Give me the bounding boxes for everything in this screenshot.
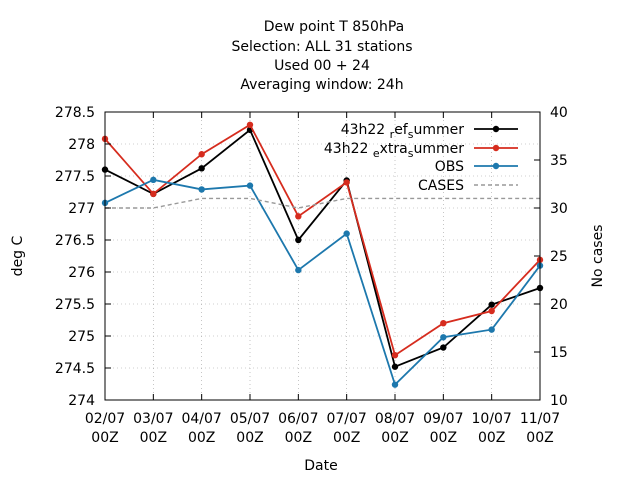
title-line-4: Averaging window: 24h xyxy=(240,77,403,93)
y2-tick-label: 25 xyxy=(550,249,568,265)
x-tick-label-date: 09/07 xyxy=(423,411,463,427)
legend-label-2: 43h22 extrasummer xyxy=(324,141,464,160)
chart-title: Dew point T 850hPa Selection: ALL 31 sta… xyxy=(231,19,412,93)
series-3-point xyxy=(440,334,447,341)
x-tick-label-date: 10/07 xyxy=(471,411,511,427)
legend-label-4: CASES xyxy=(418,178,464,194)
plot-frame xyxy=(104,111,541,401)
x-tick-label-time: 00Z xyxy=(478,430,505,446)
series-1-point xyxy=(440,344,447,351)
x-tick-label-date: 03/07 xyxy=(133,411,173,427)
y-tick-label: 277.5 xyxy=(55,169,95,185)
y2-axis-label: No cases xyxy=(590,225,606,288)
y2-tick-label: 40 xyxy=(550,105,568,121)
series-1-point xyxy=(391,363,399,370)
grid xyxy=(105,112,540,400)
y2-tick-label: 20 xyxy=(550,297,568,313)
x-tick-label-time: 00Z xyxy=(236,430,263,446)
y-tick-label: 275.5 xyxy=(55,297,95,313)
title-line-2: Selection: ALL 31 stations xyxy=(231,39,412,55)
series-1-point xyxy=(488,301,495,308)
x-tick-label-time: 00Z xyxy=(526,430,553,446)
x-tick-label-date: 02/07 xyxy=(85,411,125,427)
series-3-point xyxy=(198,186,205,193)
x-axis-label: Date xyxy=(304,458,337,474)
series-3-point xyxy=(488,326,495,333)
series-2-point xyxy=(488,307,495,315)
x-tick-label-time: 00Z xyxy=(333,430,360,446)
legend-marker-2 xyxy=(492,144,500,152)
y2-tick-label: 30 xyxy=(550,201,568,217)
x-tick-label-date: 04/07 xyxy=(181,411,221,427)
series-2-point xyxy=(295,213,302,220)
series-1-point xyxy=(295,236,302,244)
y-tick-label: 278 xyxy=(68,137,95,153)
x-tick-label-time: 00Z xyxy=(188,430,215,446)
y-tick-label: 276.5 xyxy=(55,233,95,249)
y-tick-label: 275 xyxy=(68,329,95,345)
x-tick-label-date: 07/07 xyxy=(326,411,366,427)
y2-tick-label: 15 xyxy=(550,345,568,361)
y-axis-label: deg C xyxy=(10,235,26,276)
y-tick-label: 277 xyxy=(68,201,95,217)
series-line-2 xyxy=(104,123,541,357)
series-3-point xyxy=(343,230,350,237)
series-line-3 xyxy=(104,178,541,387)
series-3-point xyxy=(246,182,254,189)
y-tick-label: 274.5 xyxy=(55,361,95,377)
x-tick-label-time: 00Z xyxy=(91,430,118,446)
title-line-3: Used 00 + 24 xyxy=(274,58,370,74)
y2-tick-label: 10 xyxy=(550,393,568,409)
series-2-point xyxy=(440,320,447,327)
x-tick-label-date: 08/07 xyxy=(375,411,415,427)
series-2-point xyxy=(150,190,157,198)
series-3-point xyxy=(295,266,302,274)
series-3-point xyxy=(391,381,399,388)
legend-label-3: OBS xyxy=(435,159,464,175)
series-line-4 xyxy=(105,197,540,209)
series-2-point xyxy=(246,121,254,128)
legend-marker-1 xyxy=(492,125,500,133)
series-lines xyxy=(101,121,544,388)
x-tick-label-time: 00Z xyxy=(381,430,408,446)
x-tick-label-date: 06/07 xyxy=(278,411,318,427)
y-tick-label: 276 xyxy=(68,265,95,281)
x-tick-label-time: 00Z xyxy=(140,430,167,446)
x-tick-label-time: 00Z xyxy=(285,430,312,446)
x-tick-label-date: 11/07 xyxy=(520,411,560,427)
series-3-point xyxy=(150,176,157,184)
series-1-point xyxy=(198,165,205,172)
series-2-point xyxy=(343,179,350,186)
y-tick-label: 278.5 xyxy=(55,105,95,121)
series-2-point xyxy=(198,151,205,158)
legend-label-1: 43h22 refsummer xyxy=(341,122,465,141)
title-line-1: Dew point T 850hPa xyxy=(264,19,404,35)
legend-marker-3 xyxy=(492,162,500,170)
series-2-point xyxy=(391,352,399,359)
axis-ticks: 274 274.5 275 275.5 276 276.5 277 277.5 278 278.5… xyxy=(55,105,568,446)
y-tick-label: 274 xyxy=(68,393,95,409)
y2-tick-label: 35 xyxy=(550,153,568,169)
x-tick-label-date: 05/07 xyxy=(230,411,270,427)
x-tick-label-time: 00Z xyxy=(430,430,457,446)
series-line-1 xyxy=(104,128,541,368)
